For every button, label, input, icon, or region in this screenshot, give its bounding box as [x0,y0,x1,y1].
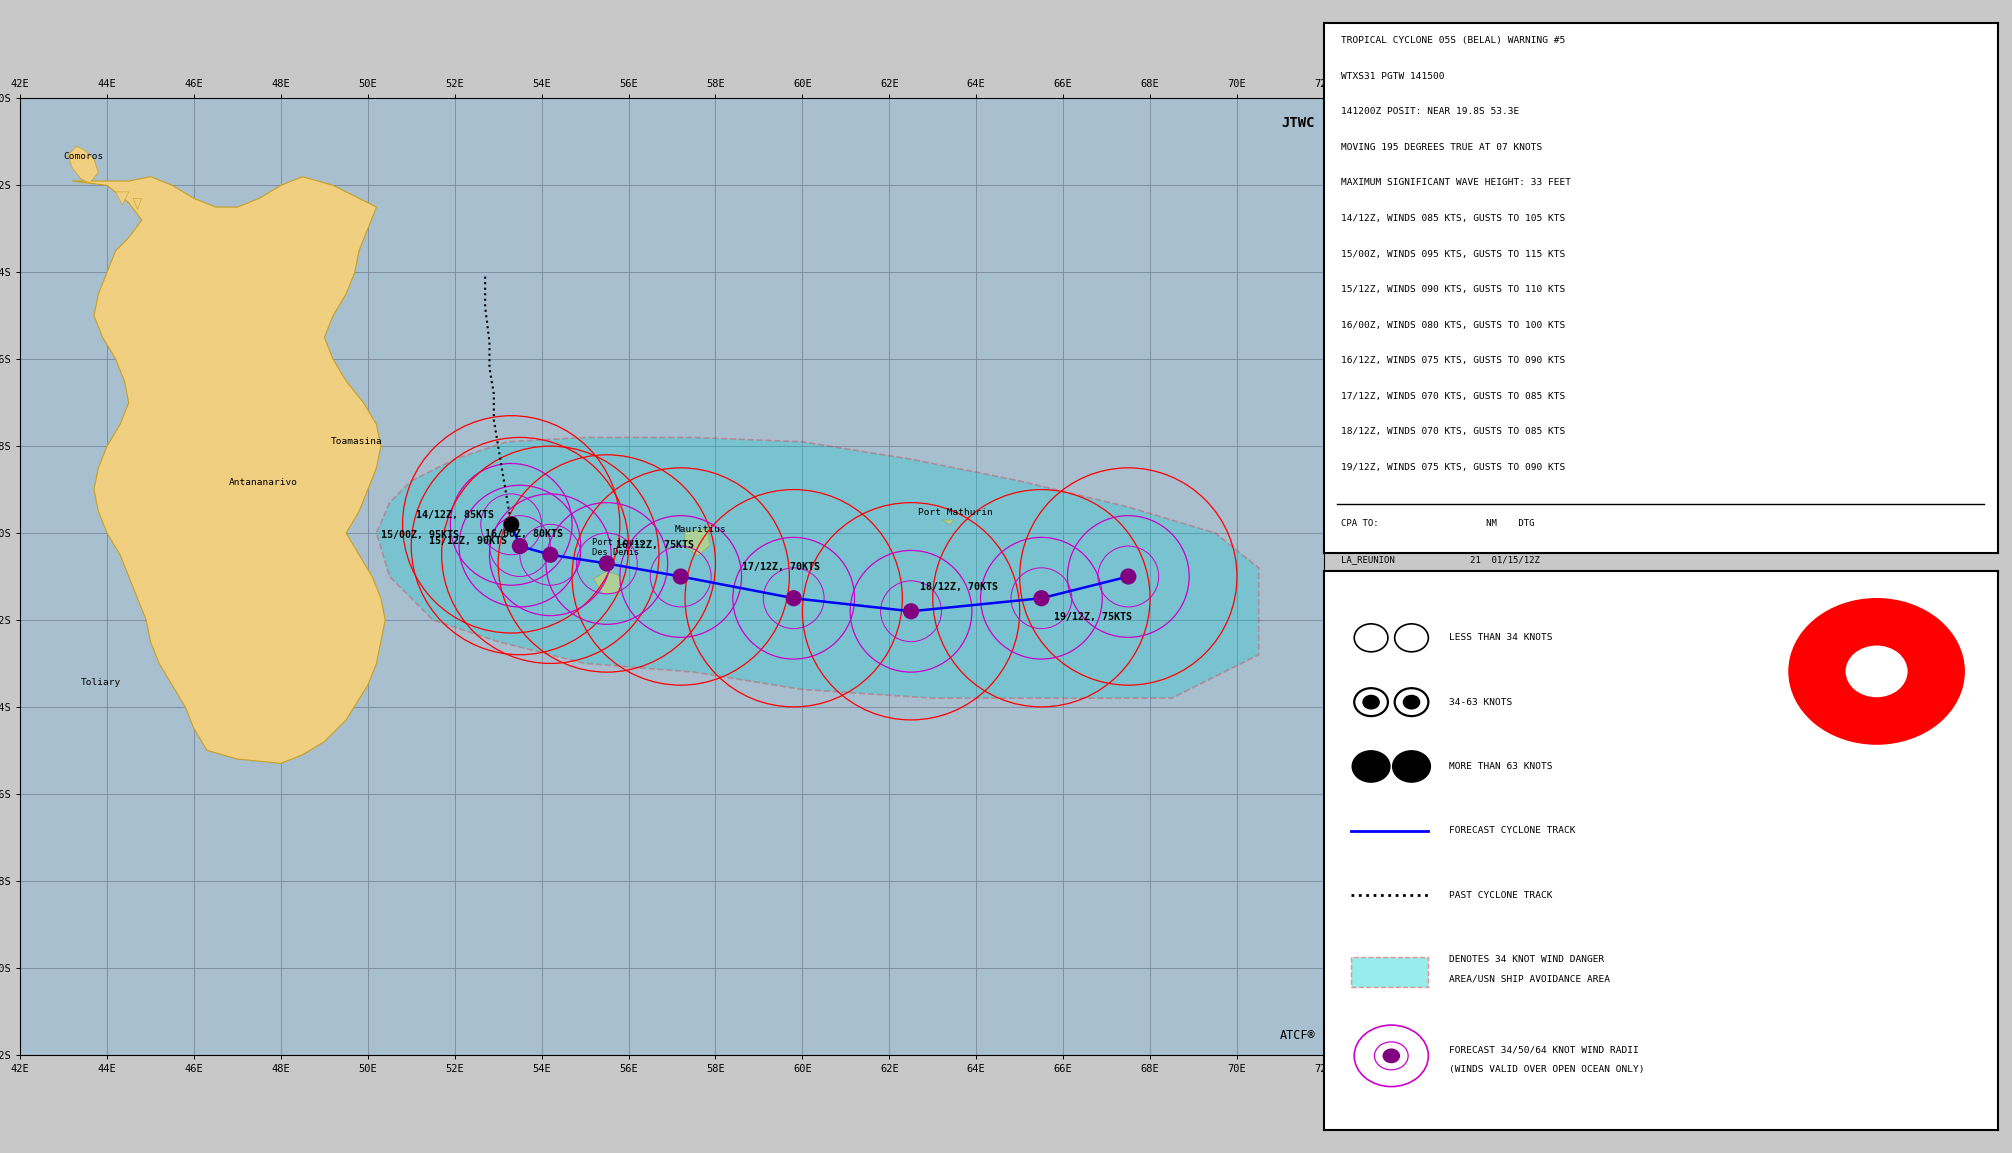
Text: LESS THAN 34 KNOTS: LESS THAN 34 KNOTS [1449,633,1551,642]
Circle shape [543,548,557,563]
Text: 141200Z POSIT: NEAR 19.8S 53.3E: 141200Z POSIT: NEAR 19.8S 53.3E [1340,107,1519,116]
Circle shape [1789,598,1964,744]
Circle shape [600,556,614,571]
Text: 18/12Z, 70KTS: 18/12Z, 70KTS [919,581,998,591]
Text: AREA/USN SHIP AVOIDANCE AREA: AREA/USN SHIP AVOIDANCE AREA [1449,974,1610,984]
Text: JTWC: JTWC [1282,115,1316,130]
Circle shape [1847,646,1907,696]
Text: Mauritius: Mauritius [674,525,726,534]
Text: WTXS31 PGTW 141500: WTXS31 PGTW 141500 [1340,71,1445,81]
Text: Antananarivo: Antananarivo [229,478,298,488]
Circle shape [1121,570,1135,583]
Text: Port Mathurin: Port Mathurin [917,507,992,517]
Text: 19/12Z, 75KTS: 19/12Z, 75KTS [1054,612,1133,621]
Text: 15/12Z, 90KTS: 15/12Z, 90KTS [429,536,507,545]
Text: ATCF®: ATCF® [1280,1028,1316,1041]
Text: PORT_LOUIS             115  01/15/22Z: PORT_LOUIS 115 01/15/22Z [1340,626,1539,635]
Text: FORECAST 34/50/64 KNOT WIND RADII: FORECAST 34/50/64 KNOT WIND RADII [1449,1046,1638,1055]
Text: 16/12Z, 75KTS: 16/12Z, 75KTS [616,541,694,550]
Text: ☉: ☉ [1869,661,1883,676]
Polygon shape [133,198,141,210]
Text: LA_REUNION              21  01/15/12Z: LA_REUNION 21 01/15/12Z [1340,555,1539,564]
Text: 19/12Z, WINDS 075 KTS, GUSTS TO 090 KTS: 19/12Z, WINDS 075 KTS, GUSTS TO 090 KTS [1340,462,1565,472]
Text: MAXIMUM SIGNIFICANT WAVE HEIGHT: 33 FEET: MAXIMUM SIGNIFICANT WAVE HEIGHT: 33 FEET [1340,179,1571,188]
Text: MORE THAN 63 KNOTS: MORE THAN 63 KNOTS [1449,762,1551,771]
Text: ST_DENIS              298   140    0: ST_DENIS 298 140 0 [1340,828,1535,837]
Text: 16/00Z, WINDS 080 KTS, GUSTS TO 100 KTS: 16/00Z, WINDS 080 KTS, GUSTS TO 100 KTS [1340,321,1565,330]
Text: ANTANANARIVO          100   333    0: ANTANANARIVO 100 333 0 [1340,756,1535,766]
FancyBboxPatch shape [1350,957,1429,987]
Text: 14/12Z, WINDS 085 KTS, GUSTS TO 105 KTS: 14/12Z, WINDS 085 KTS, GUSTS TO 105 KTS [1340,214,1565,223]
Circle shape [1034,590,1048,605]
Text: 16/00Z, 80KTS: 16/00Z, 80KTS [485,529,563,540]
Circle shape [787,590,801,605]
Text: 34-63 KNOTS: 34-63 KNOTS [1449,698,1511,707]
Text: Des Denis: Des Denis [592,548,640,557]
Polygon shape [376,437,1260,699]
Circle shape [903,604,917,619]
Polygon shape [942,520,954,525]
Polygon shape [68,146,99,183]
Text: BEARING AND DISTANCE      DIR  DIST  TAU: BEARING AND DISTANCE DIR DIST TAU [1340,716,1555,725]
Text: 18/12Z, WINDS 070 KTS, GUSTS TO 085 KTS: 18/12Z, WINDS 070 KTS, GUSTS TO 085 KTS [1340,428,1565,436]
Text: 14/12Z, 85KTS: 14/12Z, 85KTS [416,510,493,520]
Text: 15/12Z, WINDS 090 KTS, GUSTS TO 110 KTS: 15/12Z, WINDS 090 KTS, GUSTS TO 110 KTS [1340,285,1565,294]
Text: 17/12Z, WINDS 070 KTS, GUSTS TO 085 KTS: 17/12Z, WINDS 070 KTS, GUSTS TO 085 KTS [1340,392,1565,401]
Text: PORT_LOUIS            274   226    0: PORT_LOUIS 274 226 0 [1340,792,1535,801]
Circle shape [1382,1049,1400,1063]
Text: 15/00Z, WINDS 095 KTS, GUSTS TO 115 KTS: 15/00Z, WINDS 095 KTS, GUSTS TO 115 KTS [1340,249,1565,258]
Polygon shape [594,571,622,594]
Text: CPA TO:                    NM    DTG: CPA TO: NM DTG [1340,520,1535,528]
Text: FORECAST CYCLONE TRACK: FORECAST CYCLONE TRACK [1449,827,1575,835]
Text: MOVING 195 DEGREES TRUE AT 07 KNOTS: MOVING 195 DEGREES TRUE AT 07 KNOTS [1340,143,1541,152]
Text: Port Louis: Port Louis [592,538,644,548]
Polygon shape [117,191,129,205]
Polygon shape [72,176,384,763]
Text: DENOTES 34 KNOT WIND DANGER: DENOTES 34 KNOT WIND DANGER [1449,955,1604,964]
Circle shape [674,570,688,583]
Circle shape [1352,751,1390,782]
Circle shape [1392,751,1431,782]
Text: LA_REUNION            302   146    0: LA_REUNION 302 146 0 [1340,864,1535,872]
Circle shape [503,517,519,532]
Circle shape [513,538,527,553]
Text: PAST CYCLONE TRACK: PAST CYCLONE TRACK [1449,890,1551,899]
Text: TROPICAL CYCLONE 05S (BELAL) WARNING #5: TROPICAL CYCLONE 05S (BELAL) WARNING #5 [1340,37,1565,45]
Text: Toliary: Toliary [80,678,121,687]
Polygon shape [684,529,710,556]
Text: Comoros: Comoros [64,152,105,161]
Circle shape [1362,695,1378,709]
Circle shape [1404,695,1420,709]
Text: 15/00Z, 95KTS: 15/00Z, 95KTS [380,530,459,541]
Text: (WINDS VALID OVER OPEN OCEAN ONLY): (WINDS VALID OVER OPEN OCEAN ONLY) [1449,1065,1644,1075]
Text: 17/12Z, 70KTS: 17/12Z, 70KTS [742,562,819,572]
Text: PORT_MATHURIN          136  01/19/12Z: PORT_MATHURIN 136 01/19/12Z [1340,662,1539,671]
Text: 16/12Z, WINDS 075 KTS, GUSTS TO 090 KTS: 16/12Z, WINDS 075 KTS, GUSTS TO 090 KTS [1340,356,1565,366]
Text: ST_DENIS                32  01/15/12Z: ST_DENIS 32 01/15/12Z [1340,590,1539,600]
Text: Toamasina: Toamasina [330,437,382,446]
Text: (NM) (HRS): (NM) (HRS) [1340,746,1561,755]
